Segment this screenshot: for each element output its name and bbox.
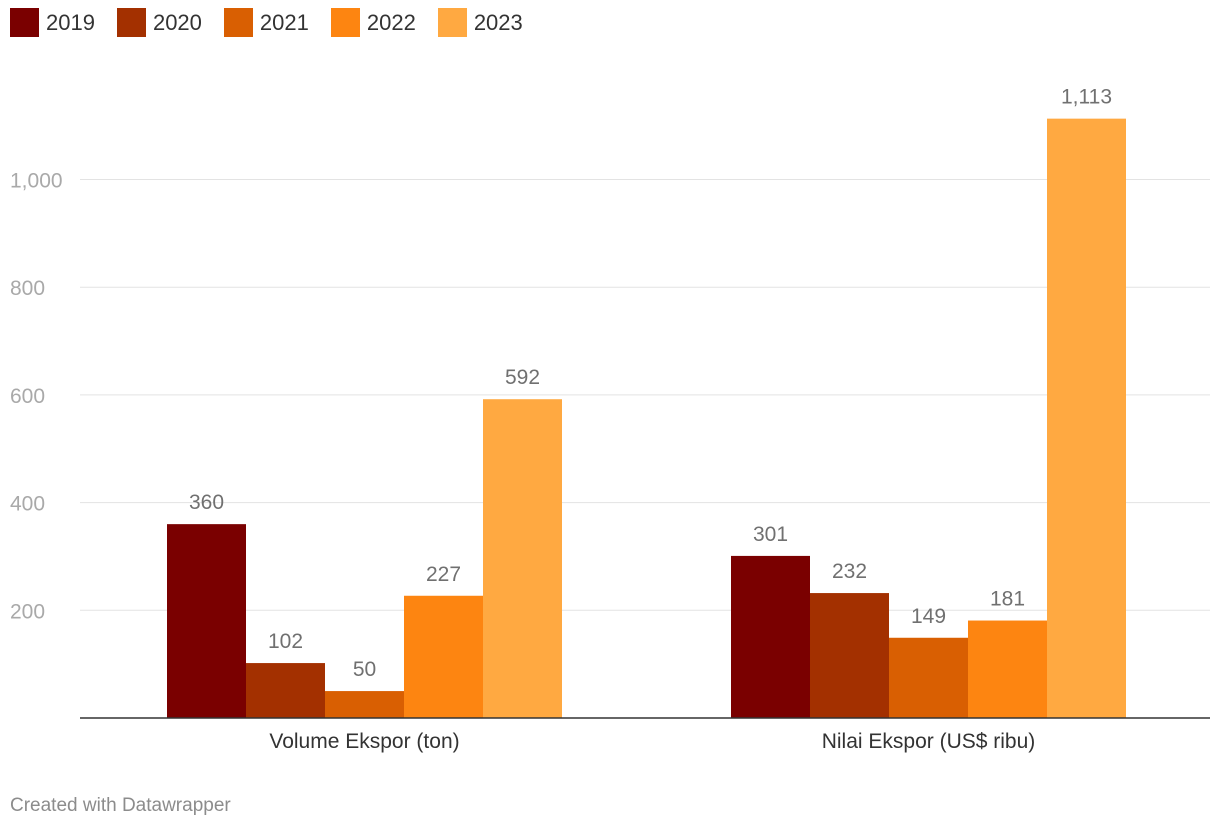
legend-swatch xyxy=(10,8,39,37)
legend-swatch xyxy=(330,8,360,37)
y-tick-label: 400 xyxy=(10,493,45,516)
legend-item-2022: 2022 xyxy=(330,8,416,37)
data-label: 1,113 xyxy=(1061,86,1112,109)
bar-2022 xyxy=(968,620,1047,718)
bar-2023 xyxy=(483,399,562,718)
bar-2020 xyxy=(246,663,325,718)
bar-2022 xyxy=(404,595,483,718)
legend-item-2020: 2020 xyxy=(116,8,202,37)
legend-label: 2020 xyxy=(152,9,202,35)
legend-label: 2021 xyxy=(259,9,309,35)
legend-swatch xyxy=(116,8,146,37)
legend-label: 2022 xyxy=(366,9,416,35)
bar-2019 xyxy=(731,555,810,718)
bar-2021 xyxy=(325,691,404,718)
data-label: 50 xyxy=(353,658,376,681)
x-category-label: Volume Ekspor (ton) xyxy=(269,730,459,753)
data-label: 149 xyxy=(911,605,946,628)
data-label: 227 xyxy=(426,563,461,586)
bar-2020 xyxy=(810,593,889,718)
legend-item-2021: 2021 xyxy=(223,8,309,37)
chart-legend: 2019 2020 2021 2022 2023 xyxy=(10,8,545,37)
legend-swatch xyxy=(223,8,253,37)
data-label: 592 xyxy=(505,366,540,389)
data-label: 232 xyxy=(832,560,867,583)
y-tick-label: 200 xyxy=(10,600,45,623)
footer-credit: Created with Datawrapper xyxy=(10,795,231,816)
data-label: 181 xyxy=(990,588,1025,611)
data-label: 102 xyxy=(268,630,303,653)
data-label: 301 xyxy=(753,523,788,546)
y-tick-label: 1,000 xyxy=(10,170,63,193)
bar-2019 xyxy=(167,524,246,718)
legend-item-2019: 2019 xyxy=(10,8,95,37)
legend-swatch xyxy=(437,8,467,37)
legend-label: 2023 xyxy=(473,9,523,35)
bar-2023 xyxy=(1047,118,1126,719)
data-label: 360 xyxy=(189,491,224,514)
y-tick-label: 600 xyxy=(10,385,45,408)
legend-label: 2019 xyxy=(46,9,95,35)
y-tick-label: 800 xyxy=(10,277,45,300)
legend-item-2023: 2023 xyxy=(437,8,523,37)
bar-2021 xyxy=(889,637,968,718)
x-category-label: Nilai Ekspor (US$ ribu) xyxy=(822,730,1036,753)
